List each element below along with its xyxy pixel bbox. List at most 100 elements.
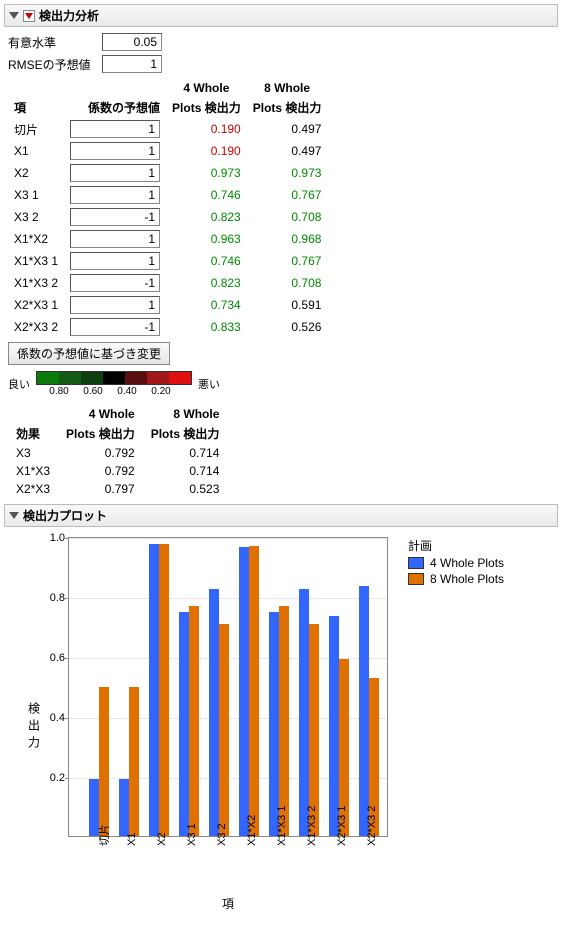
alpha-label: 有意水準	[8, 34, 98, 51]
coef-input[interactable]	[70, 296, 160, 314]
bar	[119, 779, 129, 836]
table-row: X2*X30.7970.523	[8, 480, 227, 498]
bar	[159, 544, 169, 836]
x-tick-label: X2	[156, 833, 168, 846]
power4-cell: 0.833	[166, 316, 247, 338]
legend-title: 計画	[408, 537, 504, 554]
legend-swatch	[408, 573, 424, 585]
section-header-power-analysis[interactable]: 検出力分析	[4, 4, 558, 27]
bar	[129, 687, 139, 836]
legend-good-label: 良い	[8, 376, 30, 392]
coef-input[interactable]	[70, 274, 160, 292]
power4-cell: 0.823	[166, 272, 247, 294]
power8-cell: 0.497	[247, 118, 328, 140]
legend-bad-label: 悪い	[198, 376, 220, 392]
coef-input[interactable]	[70, 120, 160, 138]
power8-cell: 0.591	[247, 294, 328, 316]
y-axis-title: 検出力	[28, 699, 40, 750]
legend-label: 8 Whole Plots	[430, 572, 504, 586]
section-header-power-plot[interactable]: 検出力プロット	[4, 504, 558, 527]
x-tick-label: X3 1	[186, 823, 198, 846]
power4-cell: 0.746	[166, 250, 247, 272]
term-cell: X2	[8, 162, 64, 184]
term-cell: X1*X3 1	[8, 250, 64, 272]
bar	[309, 624, 319, 836]
term-cell: 切片	[8, 118, 64, 140]
bar	[239, 547, 249, 836]
bar	[279, 606, 289, 836]
gradient-bar	[36, 371, 192, 385]
table-row: X3 20.8230.708	[8, 206, 327, 228]
dropdown-red-icon[interactable]	[23, 10, 35, 22]
coef-input[interactable]	[70, 208, 160, 226]
table-row: X30.7920.714	[8, 444, 227, 462]
bar	[359, 586, 369, 836]
rmse-input[interactable]	[102, 55, 162, 73]
term-cell: X3 1	[8, 184, 64, 206]
power8-cell: 0.968	[247, 228, 328, 250]
x-axis-title: 項	[68, 895, 388, 912]
term-cell: X1	[8, 140, 64, 162]
x-tick-label: X2*X3 1	[336, 806, 348, 846]
x-tick-label: X1*X3 2	[306, 806, 318, 846]
term-cell: X1*X3 2	[8, 272, 64, 294]
bar	[99, 687, 109, 836]
table-row: 切片 0.1900.497	[8, 118, 327, 140]
table-row: X20.9730.973	[8, 162, 327, 184]
effect-table: 4 Whole8 Whole効果Plots 検出力Plots 検出力X30.79…	[8, 405, 227, 498]
bar	[219, 624, 229, 836]
power8-cell: 0.767	[247, 250, 328, 272]
section-title: 検出力プロット	[23, 507, 107, 524]
disclosure-triangle-icon[interactable]	[9, 12, 19, 19]
legend-swatch	[408, 557, 424, 569]
power4-cell: 0.746	[166, 184, 247, 206]
power-chart: 検出力 0.20.40.60.81.0切片X1X2X3 1X3 2X1*X2X1…	[68, 537, 388, 912]
chart-legend: 計画 4 Whole Plots 8 Whole Plots	[408, 537, 504, 586]
power4-cell: 0.823	[166, 206, 247, 228]
section-title: 検出力分析	[39, 7, 99, 24]
alpha-input[interactable]	[102, 33, 162, 51]
bar	[249, 546, 259, 836]
bar	[179, 612, 189, 836]
power4-cell: 0.734	[166, 294, 247, 316]
x-tick-label: X3 2	[216, 823, 228, 846]
coef-input[interactable]	[70, 230, 160, 248]
legend-label: 4 Whole Plots	[430, 556, 504, 570]
gradient-ticks: 0.800.600.400.20	[48, 386, 192, 397]
term-cell: X1*X2	[8, 228, 64, 250]
coef-input[interactable]	[70, 142, 160, 160]
power8-cell: 0.708	[247, 272, 328, 294]
power4-cell: 0.973	[166, 162, 247, 184]
table-row: X1*X3 2 0.8230.708	[8, 272, 327, 294]
x-tick-label: X1	[126, 833, 138, 846]
bar	[189, 606, 199, 836]
coef-input[interactable]	[70, 252, 160, 270]
power4-cell: 0.190	[166, 140, 247, 162]
legend-item: 4 Whole Plots	[408, 556, 504, 570]
table-row: X1*X3 1 0.7460.767	[8, 250, 327, 272]
power8-cell: 0.767	[247, 184, 328, 206]
legend-item: 8 Whole Plots	[408, 572, 504, 586]
term-cell: X3 2	[8, 206, 64, 228]
term-cell: X2*X3 2	[8, 316, 64, 338]
x-tick-label: 切片	[96, 824, 112, 846]
term-cell: X2*X3 1	[8, 294, 64, 316]
table-row: X2*X3 2 0.8330.526	[8, 316, 327, 338]
coef-input[interactable]	[70, 164, 160, 182]
x-tick-label: X1*X2	[246, 815, 258, 846]
coef-input[interactable]	[70, 318, 160, 336]
rmse-label: RMSEの予想値	[8, 56, 98, 73]
power-table: 4 Whole8 Whole項係数の予想値Plots 検出力Plots 検出力切…	[8, 79, 327, 338]
power4-cell: 0.963	[166, 228, 247, 250]
x-tick-label: X1*X3 1	[276, 806, 288, 846]
power8-cell: 0.526	[247, 316, 328, 338]
bar	[299, 589, 309, 836]
bar	[209, 589, 219, 836]
coef-input[interactable]	[70, 186, 160, 204]
apply-coef-button[interactable]: 係数の予想値に基づき変更	[8, 342, 170, 365]
disclosure-triangle-icon[interactable]	[9, 512, 19, 519]
bar	[269, 612, 279, 836]
power4-cell: 0.190	[166, 118, 247, 140]
table-row: X2*X3 1 0.7340.591	[8, 294, 327, 316]
x-tick-label: X2*X3 2	[366, 806, 378, 846]
